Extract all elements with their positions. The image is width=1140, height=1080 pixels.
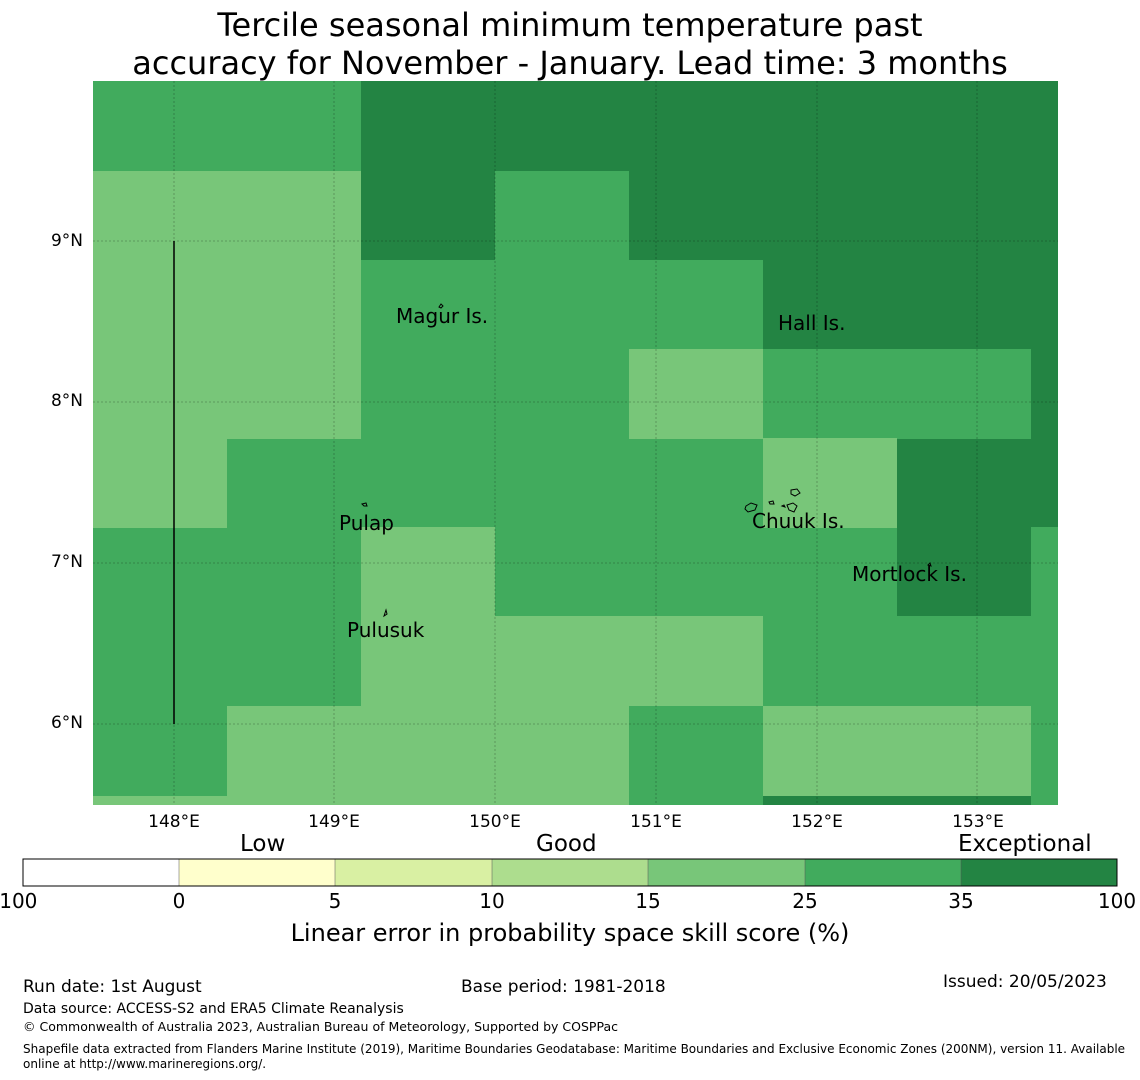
place-label-pulap: Pulap <box>339 511 394 535</box>
place-label-pulusuk: Pulusuk <box>347 618 425 642</box>
lon-tick-label: 152°E <box>791 812 843 832</box>
grid-cell <box>93 81 361 171</box>
colorbar-tick: 25 <box>792 889 818 913</box>
grid-cell <box>361 349 629 439</box>
colorbar-segment <box>805 859 961 886</box>
island-outline <box>927 562 932 567</box>
colorbar-tick: 35 <box>948 889 974 913</box>
grid-cell <box>93 171 361 439</box>
grid-cell <box>93 796 227 805</box>
grid-cell <box>763 616 1058 706</box>
grid-cell <box>1031 706 1058 805</box>
copyright: © Commonwealth of Australia 2023, Austra… <box>23 1019 618 1034</box>
colorbar-tick: 10 <box>479 889 505 913</box>
lon-tick-label: 150°E <box>469 812 521 832</box>
place-label-chuuk: Chuuk Is. <box>752 509 845 533</box>
shapefile-credit-line-1: Shapefile data extracted from Flanders M… <box>23 1042 1126 1056</box>
colorbar-category-good: Good <box>536 831 597 857</box>
lon-tick-label: 153°E <box>952 812 1004 832</box>
grid-cell <box>495 616 763 706</box>
grid-cell <box>227 706 629 805</box>
lat-tick-label: 9°N <box>50 231 83 251</box>
island-outline <box>383 608 388 618</box>
colorbar-tick: 15 <box>635 889 661 913</box>
skill-grid <box>93 81 1058 805</box>
colorbar-category-exceptional: Exceptional <box>958 831 1092 857</box>
place-label-hall: Hall Is. <box>778 311 846 335</box>
lat-tick-label: 7°N <box>50 552 83 572</box>
map-title: Tercile seasonal minimum temperature pas… <box>0 6 1140 82</box>
data-source: Data source: ACCESS-S2 and ERA5 Climate … <box>23 1001 404 1017</box>
grid-cell <box>361 527 495 706</box>
colorbar-segment <box>23 859 179 886</box>
island-outline <box>780 504 786 508</box>
lat-tick-label: 6°N <box>50 713 83 733</box>
colorbar-title: Linear error in probability space skill … <box>290 919 850 947</box>
grid-cell <box>495 527 897 617</box>
lon-tick-label: 148°E <box>148 812 200 832</box>
grid-cell <box>361 260 763 350</box>
base-period: Base period: 1981-2018 <box>461 977 666 997</box>
colorbar-tick: 5 <box>328 889 342 913</box>
colorbar-segment <box>179 859 335 886</box>
lon-tick-label: 151°E <box>630 812 682 832</box>
island-outline <box>438 303 444 309</box>
grid-cell <box>1031 527 1058 617</box>
grid-cell <box>93 616 361 706</box>
issued-date: Issued: 20/05/2023 <box>943 972 1107 992</box>
grid-cell <box>763 349 1031 439</box>
grid-cell <box>629 706 763 805</box>
grid-cell <box>227 438 763 528</box>
grid-cell <box>93 438 227 528</box>
shapefile-credit-line-2: online at http://www.marineregions.org/. <box>23 1057 267 1071</box>
lat-tick-label: 8°N <box>50 391 83 411</box>
title-line-1: Tercile seasonal minimum temperature pas… <box>217 6 923 44</box>
island-outline <box>790 488 801 497</box>
island-outline <box>744 502 758 513</box>
colorbar-tick: 0 <box>172 889 186 913</box>
skill-map <box>93 81 1058 805</box>
island-outline <box>361 502 368 507</box>
grid-cell <box>93 527 361 617</box>
grid-cell <box>629 796 763 805</box>
title-line-2: accuracy for November - January. Lead ti… <box>132 44 1008 82</box>
island-outline <box>768 500 775 505</box>
colorbar-tick: 100 <box>1097 889 1137 913</box>
colorbar <box>22 858 1118 887</box>
colorbar-segment <box>492 859 648 886</box>
colorbar-category-low: Low <box>240 831 286 857</box>
island-outlines <box>361 303 932 618</box>
grid-cell <box>495 171 629 261</box>
colorbar-segment <box>648 859 805 886</box>
run-date: Run date: 1st August <box>23 977 202 997</box>
colorbar-segment <box>961 859 1117 886</box>
lon-tick-label: 149°E <box>308 812 360 832</box>
place-label-mortlock: Mortlock Is. <box>852 562 967 586</box>
colorbar-tick: -100 <box>0 889 38 913</box>
grid-cell <box>93 706 227 805</box>
grid-cell <box>763 438 897 528</box>
colorbar-segment <box>335 859 492 886</box>
place-label-magur: Magur Is. <box>396 304 489 328</box>
grid-cell <box>629 349 763 439</box>
island-outline <box>786 502 798 513</box>
grid-cell <box>763 706 1031 796</box>
